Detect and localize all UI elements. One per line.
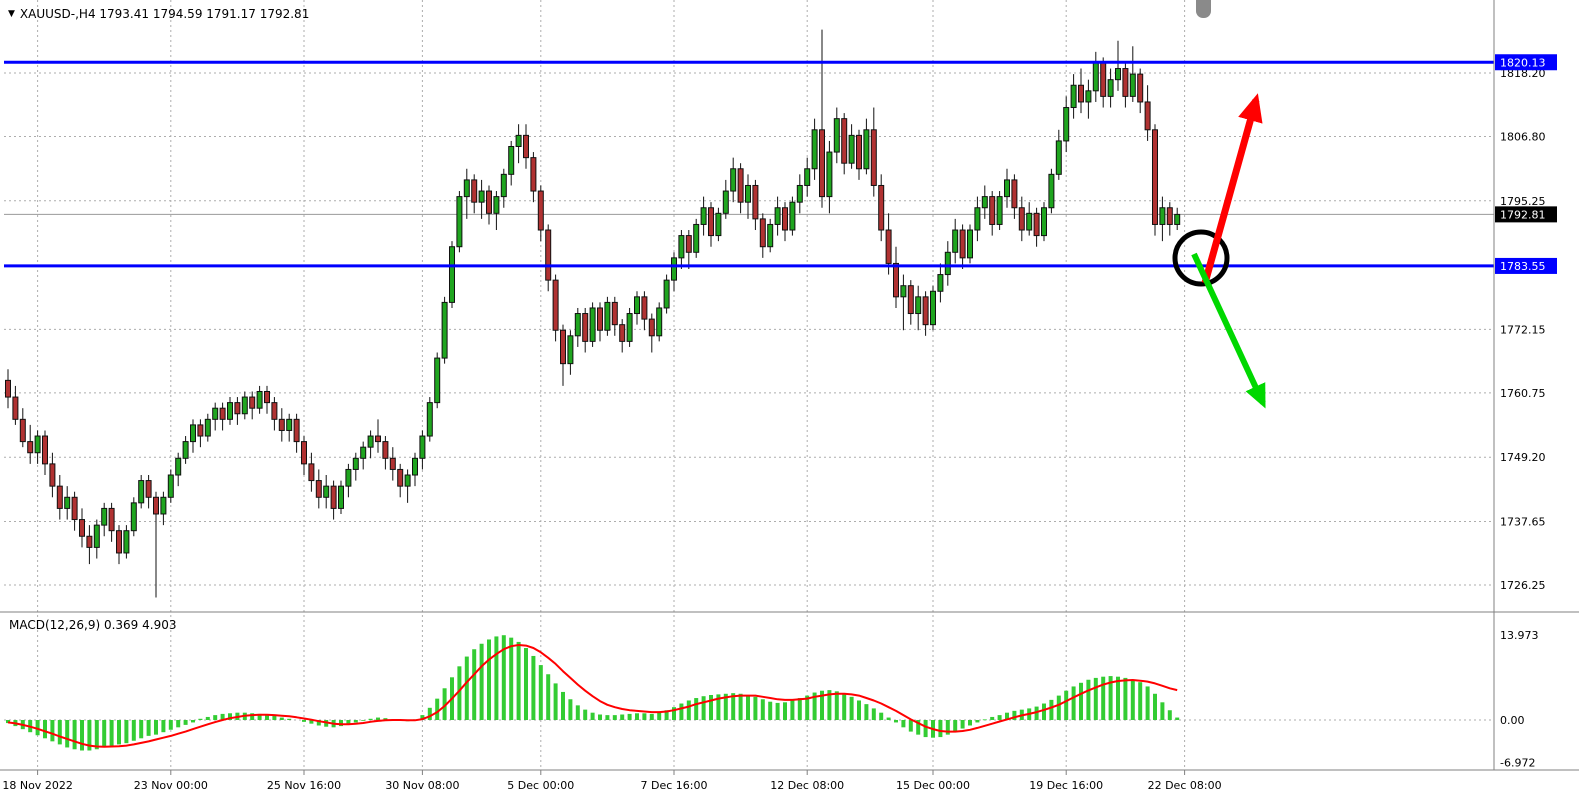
- price-axis-label: 1726.25: [1500, 579, 1546, 592]
- candles-layer: [5, 29, 1181, 598]
- analysis-annotations: [1172, 93, 1266, 409]
- price-axis-label: 1737.65: [1500, 516, 1546, 529]
- bear-scenario-arrow[interactable]: [1191, 252, 1266, 409]
- price-line-badge: [1495, 54, 1557, 71]
- symbol-ohlc-header: ▼ XAUUSD-,H4 1793.41 1794.59 1791.17 179…: [8, 7, 309, 21]
- price-axis: 1818.201806.801795.251772.151760.751749.…: [1495, 54, 1557, 592]
- time-axis-label: 25 Nov 16:00: [267, 779, 341, 792]
- time-axis-label: 5 Dec 00:00: [507, 779, 574, 792]
- scrollbar-thumb[interactable]: [1196, 0, 1211, 18]
- current-price-badge: [1495, 206, 1557, 223]
- time-axis-label: 18 Nov 2022: [2, 779, 72, 792]
- time-axis-label: 12 Dec 08:00: [770, 779, 844, 792]
- macd-axis: 13.973 0.00 -6.972: [1500, 629, 1539, 770]
- price-axis-label: 1795.25: [1500, 195, 1546, 208]
- support-resistance-lines: [4, 60, 1494, 268]
- time-axis-label: 7 Dec 16:00: [641, 779, 708, 792]
- price-axis-label: 1760.75: [1500, 387, 1546, 400]
- breakout-circle[interactable]: [1172, 229, 1230, 287]
- price-axis-label: 1806.80: [1500, 130, 1546, 143]
- macd-axis-label: 0.00: [1500, 714, 1525, 727]
- macd-axis-label: 13.973: [1500, 629, 1539, 642]
- time-axis-label: 30 Nov 08:00: [385, 779, 459, 792]
- panel-borders: [0, 0, 1579, 771]
- symbol-ohlc-text: XAUUSD-,H4 1793.41 1794.59 1791.17 1792.…: [19, 7, 310, 21]
- time-axis-label: 22 Dec 08:00: [1148, 779, 1222, 792]
- price-axis-label: 1772.15: [1500, 323, 1546, 336]
- time-axis-label: 19 Dec 16:00: [1029, 779, 1103, 792]
- time-axis-label: 15 Dec 00:00: [896, 779, 970, 792]
- price-line-badge-text: 1820.13: [1500, 56, 1546, 69]
- bull-scenario-arrow[interactable]: [1201, 93, 1263, 284]
- price-line-badge: [1495, 257, 1557, 274]
- price-line-badge-text: 1783.55: [1500, 260, 1546, 273]
- grid-layer: [4, 0, 1494, 770]
- chevron-down-icon[interactable]: ▼: [8, 8, 15, 19]
- macd-axis-label: -6.972: [1500, 757, 1535, 770]
- macd-signal-line: [7, 644, 1178, 748]
- time-axis: 18 Nov 2022 23 Nov 00:00 25 Nov 16:00 30 No…: [2, 770, 1222, 792]
- time-axis-label: 23 Nov 00:00: [134, 779, 208, 792]
- current-price-badge-text: 1792.81: [1500, 208, 1546, 221]
- macd-indicator-label: MACD(12,26,9) 0.369 4.903: [9, 618, 177, 632]
- price-axis-label: 1749.20: [1500, 451, 1546, 464]
